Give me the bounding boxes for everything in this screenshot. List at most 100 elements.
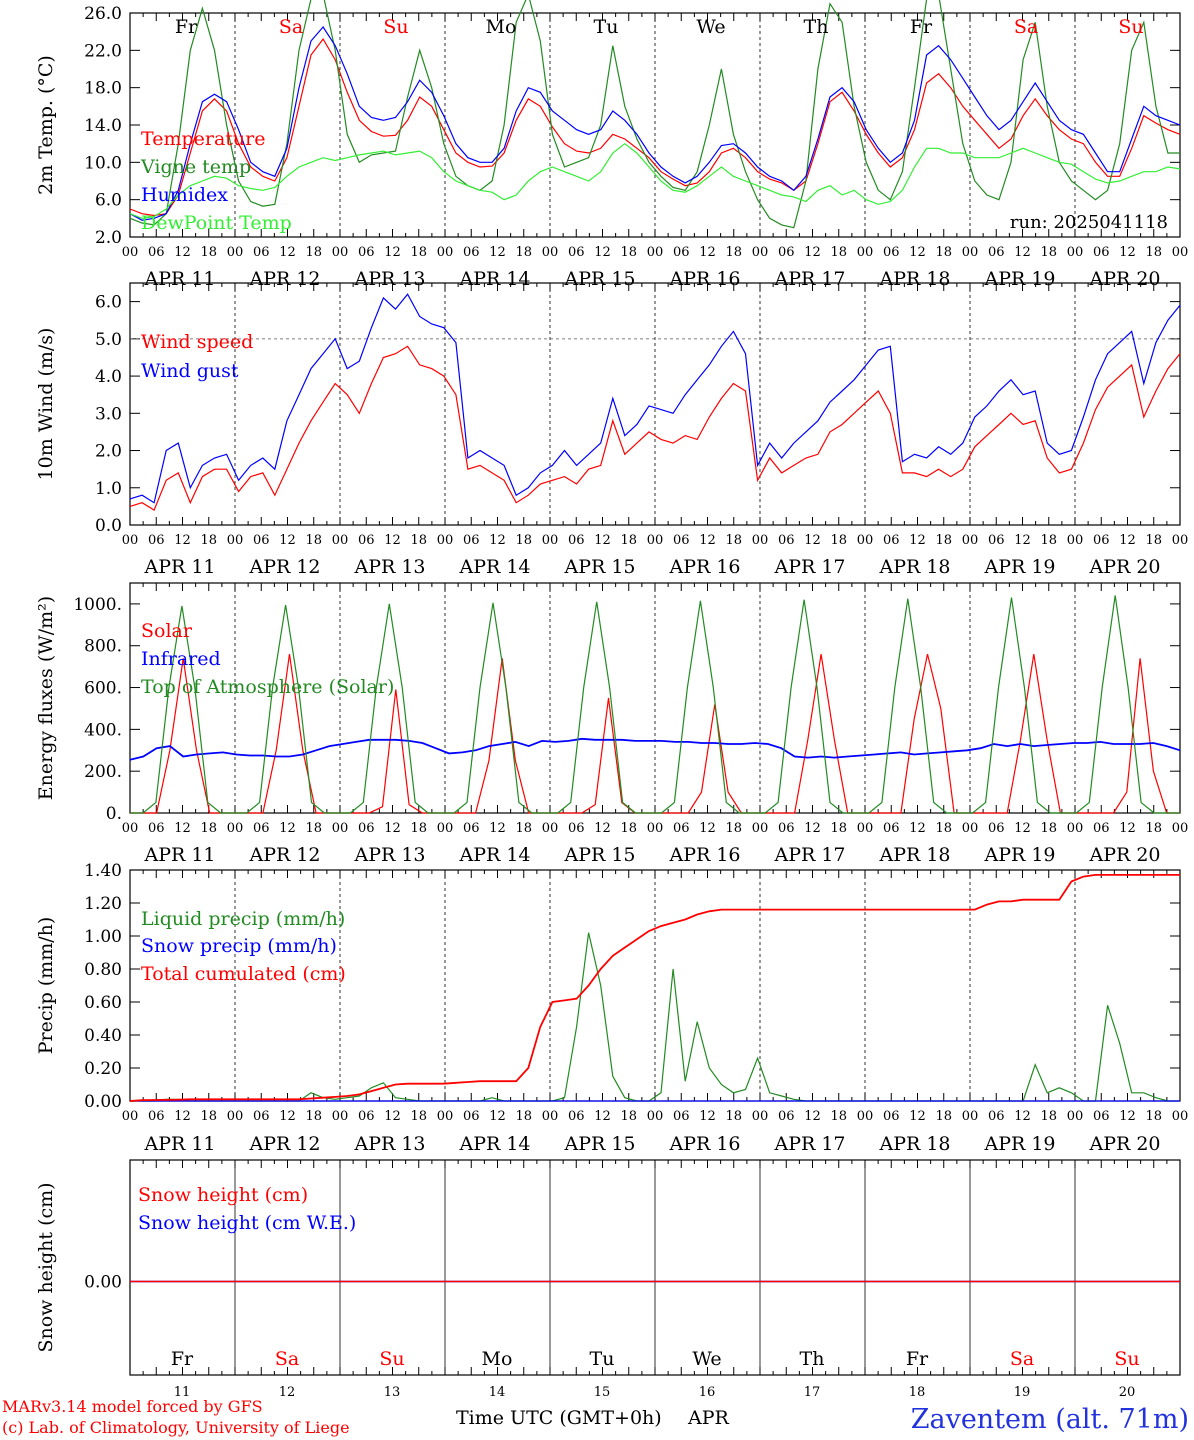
y-tick-label: 1.20: [84, 894, 122, 914]
hour-label: 12: [1119, 533, 1136, 548]
hour-label: 12: [174, 245, 191, 260]
hour-label: 00: [752, 1109, 769, 1124]
hour-label: 12: [909, 1109, 926, 1124]
date-label: APR 20: [1088, 1133, 1160, 1155]
y-tick-label: 6.0: [95, 191, 122, 211]
hour-label: 18: [935, 821, 952, 836]
day-number: 11: [174, 1385, 191, 1400]
hour-label: 06: [673, 533, 690, 548]
hour-label: 06: [1093, 1109, 1110, 1124]
panel-2: 0.0 1.0 2.0 3.0 4.0 5.0 6.0 10m Wind (m/s) Wind …: [35, 282, 1188, 578]
hour-label: 12: [909, 245, 926, 260]
hour-label: 00: [1172, 1109, 1189, 1124]
hour-label: 00: [1067, 1109, 1084, 1124]
hour-label: 18: [830, 1109, 847, 1124]
hour-label: 06: [883, 245, 900, 260]
legend-entry: Snow precip (mm/h): [141, 935, 337, 957]
hour-label: 12: [279, 533, 296, 548]
legend-entry: Humidex: [141, 184, 228, 206]
hour-label: 06: [568, 1109, 585, 1124]
hour-label: 06: [883, 533, 900, 548]
hour-label: 00: [122, 533, 139, 548]
hour-label: 18: [410, 533, 427, 548]
hour-label: 12: [174, 1109, 191, 1124]
hour-label: 18: [305, 245, 322, 260]
date-label: APR 20: [1088, 268, 1160, 290]
weekday-label: Su: [383, 16, 408, 38]
hour-label: 18: [725, 1109, 742, 1124]
series-line: [129, 293, 1181, 504]
day-number: 20: [1119, 1385, 1136, 1400]
date-label: APR 15: [563, 1133, 635, 1155]
weekday-label: Tu: [594, 16, 619, 38]
date-label: APR 15: [563, 268, 635, 290]
weekday-label: Sa: [1010, 1348, 1034, 1370]
hour-label: 06: [778, 1109, 795, 1124]
date-label: APR 20: [1088, 556, 1160, 578]
hour-label: 00: [647, 245, 664, 260]
station-name: Zaventem (alt. 71m): [911, 1404, 1189, 1435]
hour-label: 06: [1093, 533, 1110, 548]
hour-label: 18: [725, 533, 742, 548]
weekday-label: Th: [800, 1348, 825, 1370]
hour-label: 18: [200, 245, 217, 260]
date-label: APR 16: [668, 1133, 740, 1155]
hour-label: 00: [542, 533, 559, 548]
hour-label: 06: [778, 821, 795, 836]
legend-entry: Snow height (cm W.E.): [138, 1212, 356, 1234]
hour-label: 00: [227, 533, 244, 548]
legend-entry: Wind gust: [141, 360, 239, 382]
hour-label: 12: [174, 533, 191, 548]
weekday-label: Th: [804, 16, 829, 38]
weekday-label: We: [696, 16, 725, 38]
hour-label: 18: [1145, 533, 1162, 548]
hour-label: 06: [568, 821, 585, 836]
legend-entry: DewPoint Temp: [141, 212, 292, 234]
hour-label: 18: [515, 533, 532, 548]
hour-label: 12: [594, 533, 611, 548]
hour-label: 12: [489, 1109, 506, 1124]
hour-label: 06: [463, 1109, 480, 1124]
hour-label: 06: [358, 1109, 375, 1124]
y-tick-label: 1.00: [84, 927, 122, 947]
hour-label: 18: [515, 821, 532, 836]
weekday-label: Su: [1118, 16, 1143, 38]
hour-label: 12: [384, 533, 401, 548]
hour-label: 00: [437, 821, 454, 836]
hour-label: 18: [620, 533, 637, 548]
date-label: APR 12: [248, 844, 320, 866]
hour-label: 00: [1067, 821, 1084, 836]
date-label: APR 17: [773, 556, 845, 578]
y-tick-label: 22.0: [84, 41, 122, 61]
hour-label: 06: [463, 533, 480, 548]
y-tick-label: 0.00: [84, 1092, 122, 1112]
y-tick-label: 3.0: [95, 404, 122, 424]
hour-label: 06: [883, 1109, 900, 1124]
y-axis-label: 2m Temp. (°C): [35, 55, 57, 195]
hour-label: 00: [647, 533, 664, 548]
hour-label: 06: [1093, 821, 1110, 836]
hour-label: 18: [620, 821, 637, 836]
y-tick-label: 0.60: [84, 993, 122, 1013]
date-label: APR 18: [878, 556, 950, 578]
hour-label: 06: [778, 245, 795, 260]
hour-label: 12: [1014, 245, 1031, 260]
hour-label: 00: [962, 1109, 979, 1124]
hour-label: 18: [1145, 245, 1162, 260]
legend-entry: Vigne temp: [140, 156, 251, 178]
hour-label: 12: [489, 821, 506, 836]
y-axis-label: 10m Wind (m/s): [35, 328, 57, 481]
date-label: APR 18: [878, 844, 950, 866]
hour-label: 00: [437, 1109, 454, 1124]
hour-label: 06: [148, 1109, 165, 1124]
hour-label: 06: [463, 821, 480, 836]
date-label: APR 17: [773, 1133, 845, 1155]
hour-label: 12: [594, 1109, 611, 1124]
hour-label: 18: [410, 1109, 427, 1124]
hour-label: 06: [253, 533, 270, 548]
hour-label: 00: [752, 245, 769, 260]
legend-entry: Infrared: [141, 648, 221, 670]
y-tick-label: 200.: [84, 762, 122, 782]
hour-label: 12: [279, 1109, 296, 1124]
hour-label: 00: [1067, 245, 1084, 260]
